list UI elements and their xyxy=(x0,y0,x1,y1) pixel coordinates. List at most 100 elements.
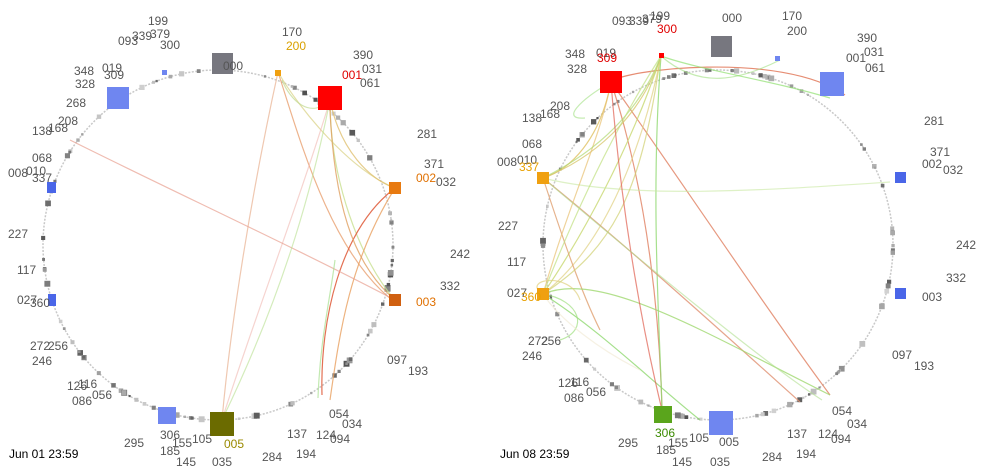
ring-tick xyxy=(751,72,755,75)
edges xyxy=(536,55,891,421)
node-label: 086 xyxy=(72,394,92,408)
ring-tick xyxy=(580,132,585,137)
ring-tick xyxy=(381,302,385,306)
node-label: 281 xyxy=(417,127,437,141)
ring-tick xyxy=(550,296,553,299)
node-label: 193 xyxy=(408,364,428,378)
ring-tick xyxy=(335,115,341,120)
ring-tick xyxy=(836,370,840,374)
ring-tick xyxy=(142,402,147,406)
node-label: 035 xyxy=(212,455,232,469)
ring-tick xyxy=(253,412,260,419)
node-label: 328 xyxy=(75,77,95,91)
ring-tick xyxy=(613,102,616,106)
node-label: 068 xyxy=(32,151,52,165)
node-label: 170 xyxy=(282,25,302,39)
node-label: 068 xyxy=(522,137,542,151)
node-label: 137 xyxy=(787,427,807,441)
ring-tick xyxy=(45,200,51,207)
ring-tick xyxy=(390,219,393,222)
node-label: 371 xyxy=(930,145,950,159)
ring-tick xyxy=(111,383,116,388)
ring-tick xyxy=(683,71,688,75)
ring-tick xyxy=(763,411,769,416)
node-300 xyxy=(659,53,664,58)
node-label: 005 xyxy=(719,435,739,449)
ring-tick xyxy=(591,119,597,125)
edge xyxy=(610,81,663,411)
ring-tick xyxy=(77,350,81,353)
node-label: 300 xyxy=(657,22,677,36)
node-label: 124 xyxy=(818,427,838,441)
ring-tick xyxy=(674,74,677,77)
ring-tick xyxy=(371,322,377,328)
node-label: 360 xyxy=(30,296,50,310)
ring-tick xyxy=(576,138,580,142)
ring-tick xyxy=(44,280,51,287)
edge xyxy=(221,99,331,421)
ring-tick xyxy=(802,396,805,399)
node-label: 001 xyxy=(342,68,362,82)
ring-tick xyxy=(96,371,101,376)
ring-tick xyxy=(152,80,155,84)
ring-tick xyxy=(768,75,775,82)
node-337 xyxy=(47,182,56,193)
ring-tick xyxy=(890,248,895,253)
node-label: 337 xyxy=(32,171,52,185)
ring-tick xyxy=(302,90,307,96)
node-label: 019 xyxy=(596,46,616,60)
edge xyxy=(660,55,831,99)
ring-tick xyxy=(616,99,620,103)
ring-tick xyxy=(732,69,735,72)
edge xyxy=(329,99,396,189)
node-label: 199 xyxy=(650,9,670,23)
node-label: 246 xyxy=(32,354,52,368)
node-label: 390 xyxy=(857,31,877,45)
node-label: 032 xyxy=(943,163,963,177)
node-label: 027 xyxy=(17,293,37,307)
edge xyxy=(542,59,661,295)
nodes xyxy=(537,36,906,435)
node-306 xyxy=(654,406,672,423)
node-label: 348 xyxy=(74,64,94,78)
ring-tick xyxy=(734,68,740,74)
edge xyxy=(321,187,396,396)
node-label: 371 xyxy=(424,157,444,171)
ring-tick xyxy=(540,243,546,248)
node-label: 093 xyxy=(612,14,632,28)
node-label: 256 xyxy=(541,334,561,348)
node-label: 138 xyxy=(522,111,542,125)
timestamp: Jun 08 23:59 xyxy=(500,447,570,461)
node-label: 185 xyxy=(160,444,180,458)
node-label: 284 xyxy=(762,450,782,464)
ring-tick xyxy=(387,270,394,276)
ring-tick xyxy=(81,133,84,136)
edge xyxy=(610,81,831,396)
ring-tick xyxy=(310,391,313,395)
ring-ticks xyxy=(540,68,895,421)
node-label: 332 xyxy=(946,271,966,285)
node-small-a xyxy=(162,70,167,75)
ring-tick xyxy=(546,204,549,208)
ring-tick xyxy=(879,303,885,310)
ring-tick xyxy=(762,74,767,79)
nodes xyxy=(47,53,401,436)
node-label: 061 xyxy=(865,61,885,75)
node-label: 008 xyxy=(497,155,517,169)
ring-tick xyxy=(891,244,895,248)
node-label: 295 xyxy=(124,436,144,450)
ring-tick xyxy=(760,412,765,417)
node-label: 116 xyxy=(570,375,589,389)
ring-tick xyxy=(356,138,360,142)
node-label: 379 xyxy=(642,12,662,26)
edge xyxy=(542,177,823,401)
timestamp: Jun 01 23:59 xyxy=(9,447,79,461)
ring-tick xyxy=(699,417,703,421)
ring-tick xyxy=(390,258,394,263)
node-label: 379 xyxy=(150,27,170,41)
node-label: 390 xyxy=(353,48,373,62)
